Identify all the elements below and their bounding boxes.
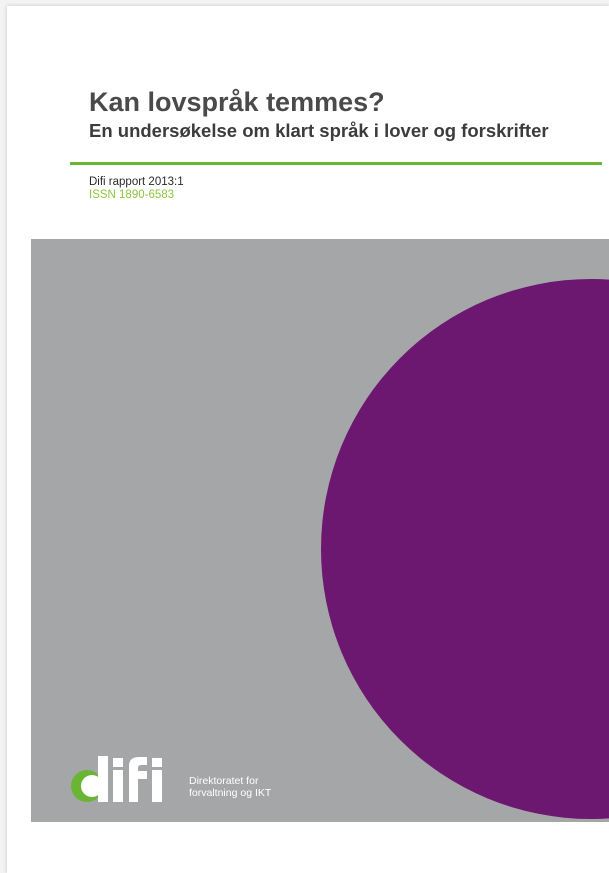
- logo-caption-line2: forvaltning og IKT: [189, 787, 272, 799]
- document-page: Kan lovspråk temmes? En undersøkelse om …: [7, 6, 609, 873]
- logo-caption: Direktoratet for forvaltning og IKT: [189, 775, 271, 799]
- issn-number: ISSN 1890-6583: [89, 189, 175, 201]
- document-title: Kan lovspråk temmes?: [89, 87, 385, 117]
- purple-circle-graphic: [321, 279, 609, 819]
- difi-wordmark-icon: [71, 756, 162, 802]
- document-subtitle: En undersøkelse om klart språk i lover o…: [89, 120, 549, 141]
- logo-caption-line1: Direktoratet for: [189, 775, 259, 787]
- cover-graphic: Direktoratet for forvaltning og IKT: [31, 239, 609, 822]
- title-divider: [70, 162, 602, 165]
- difi-logo: Direktoratet for forvaltning og IKT: [71, 756, 311, 804]
- report-id: Difi rapport 2013:1: [89, 176, 184, 188]
